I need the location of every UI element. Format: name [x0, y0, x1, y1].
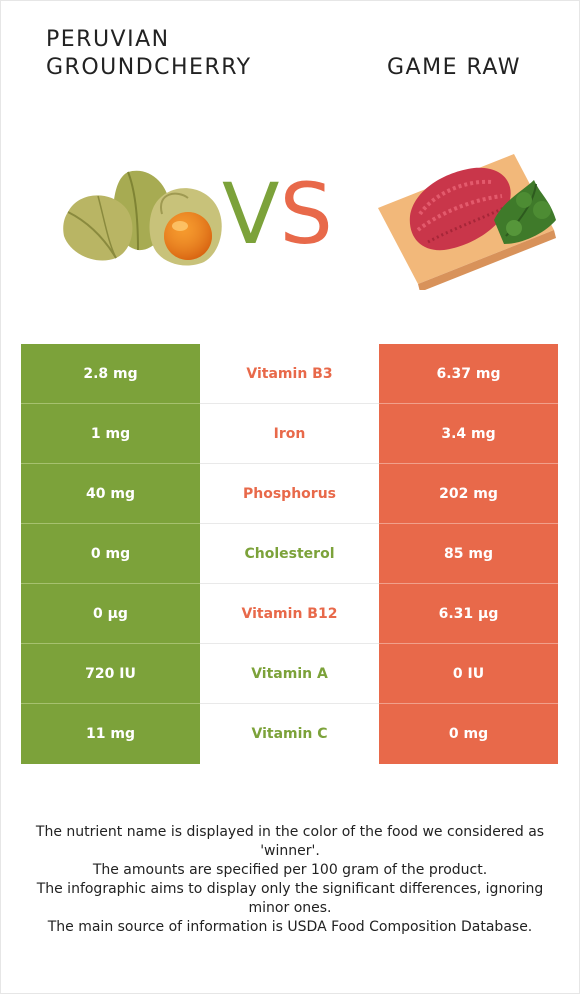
table-row: 40 mg Phosphorus 202 mg [21, 464, 558, 524]
nutrient-name: Vitamin B3 [200, 344, 379, 404]
nutrient-name: Iron [200, 404, 379, 464]
nutrient-name: Cholesterol [200, 524, 379, 584]
right-value: 0 IU [379, 644, 558, 704]
table-row: 0 µg Vitamin B12 6.31 µg [21, 584, 558, 644]
footnote-scope: The infographic aims to display only the… [36, 881, 544, 916]
right-food-title: GAME RAW [387, 55, 521, 80]
left-food-title-line2: GROUNDCHERRY [46, 55, 252, 80]
footnote-winner: The nutrient name is displayed in the co… [35, 824, 545, 859]
left-value: 0 µg [21, 584, 200, 644]
nutrient-name: Vitamin B12 [200, 584, 379, 644]
table-row: 0 mg Cholesterol 85 mg [21, 524, 558, 584]
nutrient-comparison-table: 2.8 mg Vitamin B3 6.37 mg 1 mg Iron 3.4 … [21, 344, 558, 764]
right-value: 6.37 mg [379, 344, 558, 404]
nutrient-name: Vitamin A [200, 644, 379, 704]
table-row: 720 IU Vitamin A 0 IU [21, 644, 558, 704]
left-value: 0 mg [21, 524, 200, 584]
left-value: 11 mg [21, 704, 200, 764]
vs-letter-s: S [279, 165, 333, 263]
left-value: 720 IU [21, 644, 200, 704]
footnotes: The nutrient name is displayed in the co… [20, 823, 560, 937]
nutrient-name: Phosphorus [200, 464, 379, 524]
vs-label: VS [222, 164, 333, 264]
left-food-title: PERUVIAN GROUNDCHERRY [46, 26, 276, 82]
left-value: 1 mg [21, 404, 200, 464]
table-row: 1 mg Iron 3.4 mg [21, 404, 558, 464]
right-value: 0 mg [379, 704, 558, 764]
right-value: 202 mg [379, 464, 558, 524]
left-food-title-line1: PERUVIAN [46, 27, 170, 52]
right-value: 3.4 mg [379, 404, 558, 464]
game-raw-image [378, 154, 556, 290]
table-row: 11 mg Vitamin C 0 mg [21, 704, 558, 764]
left-value: 40 mg [21, 464, 200, 524]
right-value: 85 mg [379, 524, 558, 584]
groundcherry-image [63, 170, 222, 266]
vs-letter-v: V [222, 165, 280, 263]
footnote-source: The main source of information is USDA F… [47, 919, 533, 935]
left-value: 2.8 mg [21, 344, 200, 404]
table-row: 2.8 mg Vitamin B3 6.37 mg [21, 344, 558, 404]
footnote-amounts: The amounts are specified per 100 gram o… [92, 862, 488, 878]
nutrient-name: Vitamin C [200, 704, 379, 764]
right-value: 6.31 µg [379, 584, 558, 644]
